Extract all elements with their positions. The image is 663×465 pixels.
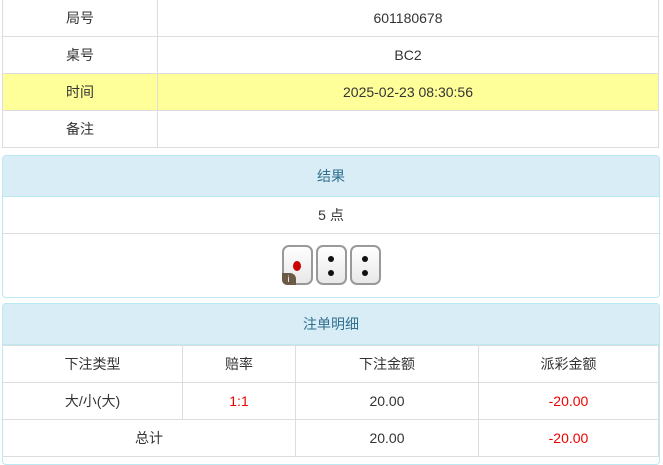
bet-payout: -20.00: [478, 382, 659, 420]
total-amount: 20.00: [295, 419, 479, 457]
col-header: 赔率: [182, 345, 296, 383]
bet-amount: 20.00: [295, 382, 479, 420]
info-row-time: 时间 2025-02-23 08:30:56: [2, 73, 659, 111]
info-row-note: 备注: [2, 110, 659, 148]
info-label: 备注: [2, 110, 158, 148]
round-info-table: 局号 601180678 桌号 BC2 时间 2025-02-23 08:30:56 …: [2, 0, 659, 148]
info-label: 时间: [2, 73, 158, 111]
bet-table: 下注类型 赔率 下注金额 派彩金额 大/小(大) 1:1 20.00 -20.0…: [3, 345, 659, 457]
result-title: 结果: [3, 156, 659, 197]
info-value: 601180678: [157, 0, 659, 37]
col-header: 下注金额: [295, 345, 479, 383]
total-label: 总计: [3, 419, 296, 457]
die-2-icon: [315, 245, 347, 285]
info-row-round: 局号 601180678: [2, 0, 659, 37]
result-points: 5 点: [3, 197, 659, 234]
info-badge-icon[interactable]: i: [281, 273, 296, 285]
info-row-table: 桌号 BC2: [2, 36, 659, 74]
bet-odds: 1:1: [182, 382, 296, 420]
total-row: 总计 20.00 -20.00: [3, 419, 659, 457]
info-value: BC2: [157, 36, 659, 74]
result-panel: 结果 5 点 i: [2, 155, 660, 298]
col-header: 下注类型: [3, 345, 183, 383]
info-value: [157, 110, 659, 148]
total-payout: -20.00: [478, 419, 659, 457]
col-header: 派彩金额: [478, 345, 659, 383]
bet-type: 大/小(大): [3, 382, 183, 420]
die-3-icon: [349, 245, 381, 285]
bet-table-header: 下注类型 赔率 下注金额 派彩金额: [3, 345, 659, 383]
die-1-icon[interactable]: i: [281, 245, 313, 285]
bet-details-title: 注单明细: [3, 304, 659, 345]
info-label: 桌号: [2, 36, 158, 74]
dice-row: i: [3, 234, 659, 296]
bet-details-panel: 注单明细 下注类型 赔率 下注金额 派彩金额 大/小(大) 1:1 20.00 …: [2, 303, 660, 465]
info-label: 局号: [2, 0, 158, 37]
info-value: 2025-02-23 08:30:56: [157, 73, 659, 111]
table-row: 大/小(大) 1:1 20.00 -20.00: [3, 382, 659, 420]
